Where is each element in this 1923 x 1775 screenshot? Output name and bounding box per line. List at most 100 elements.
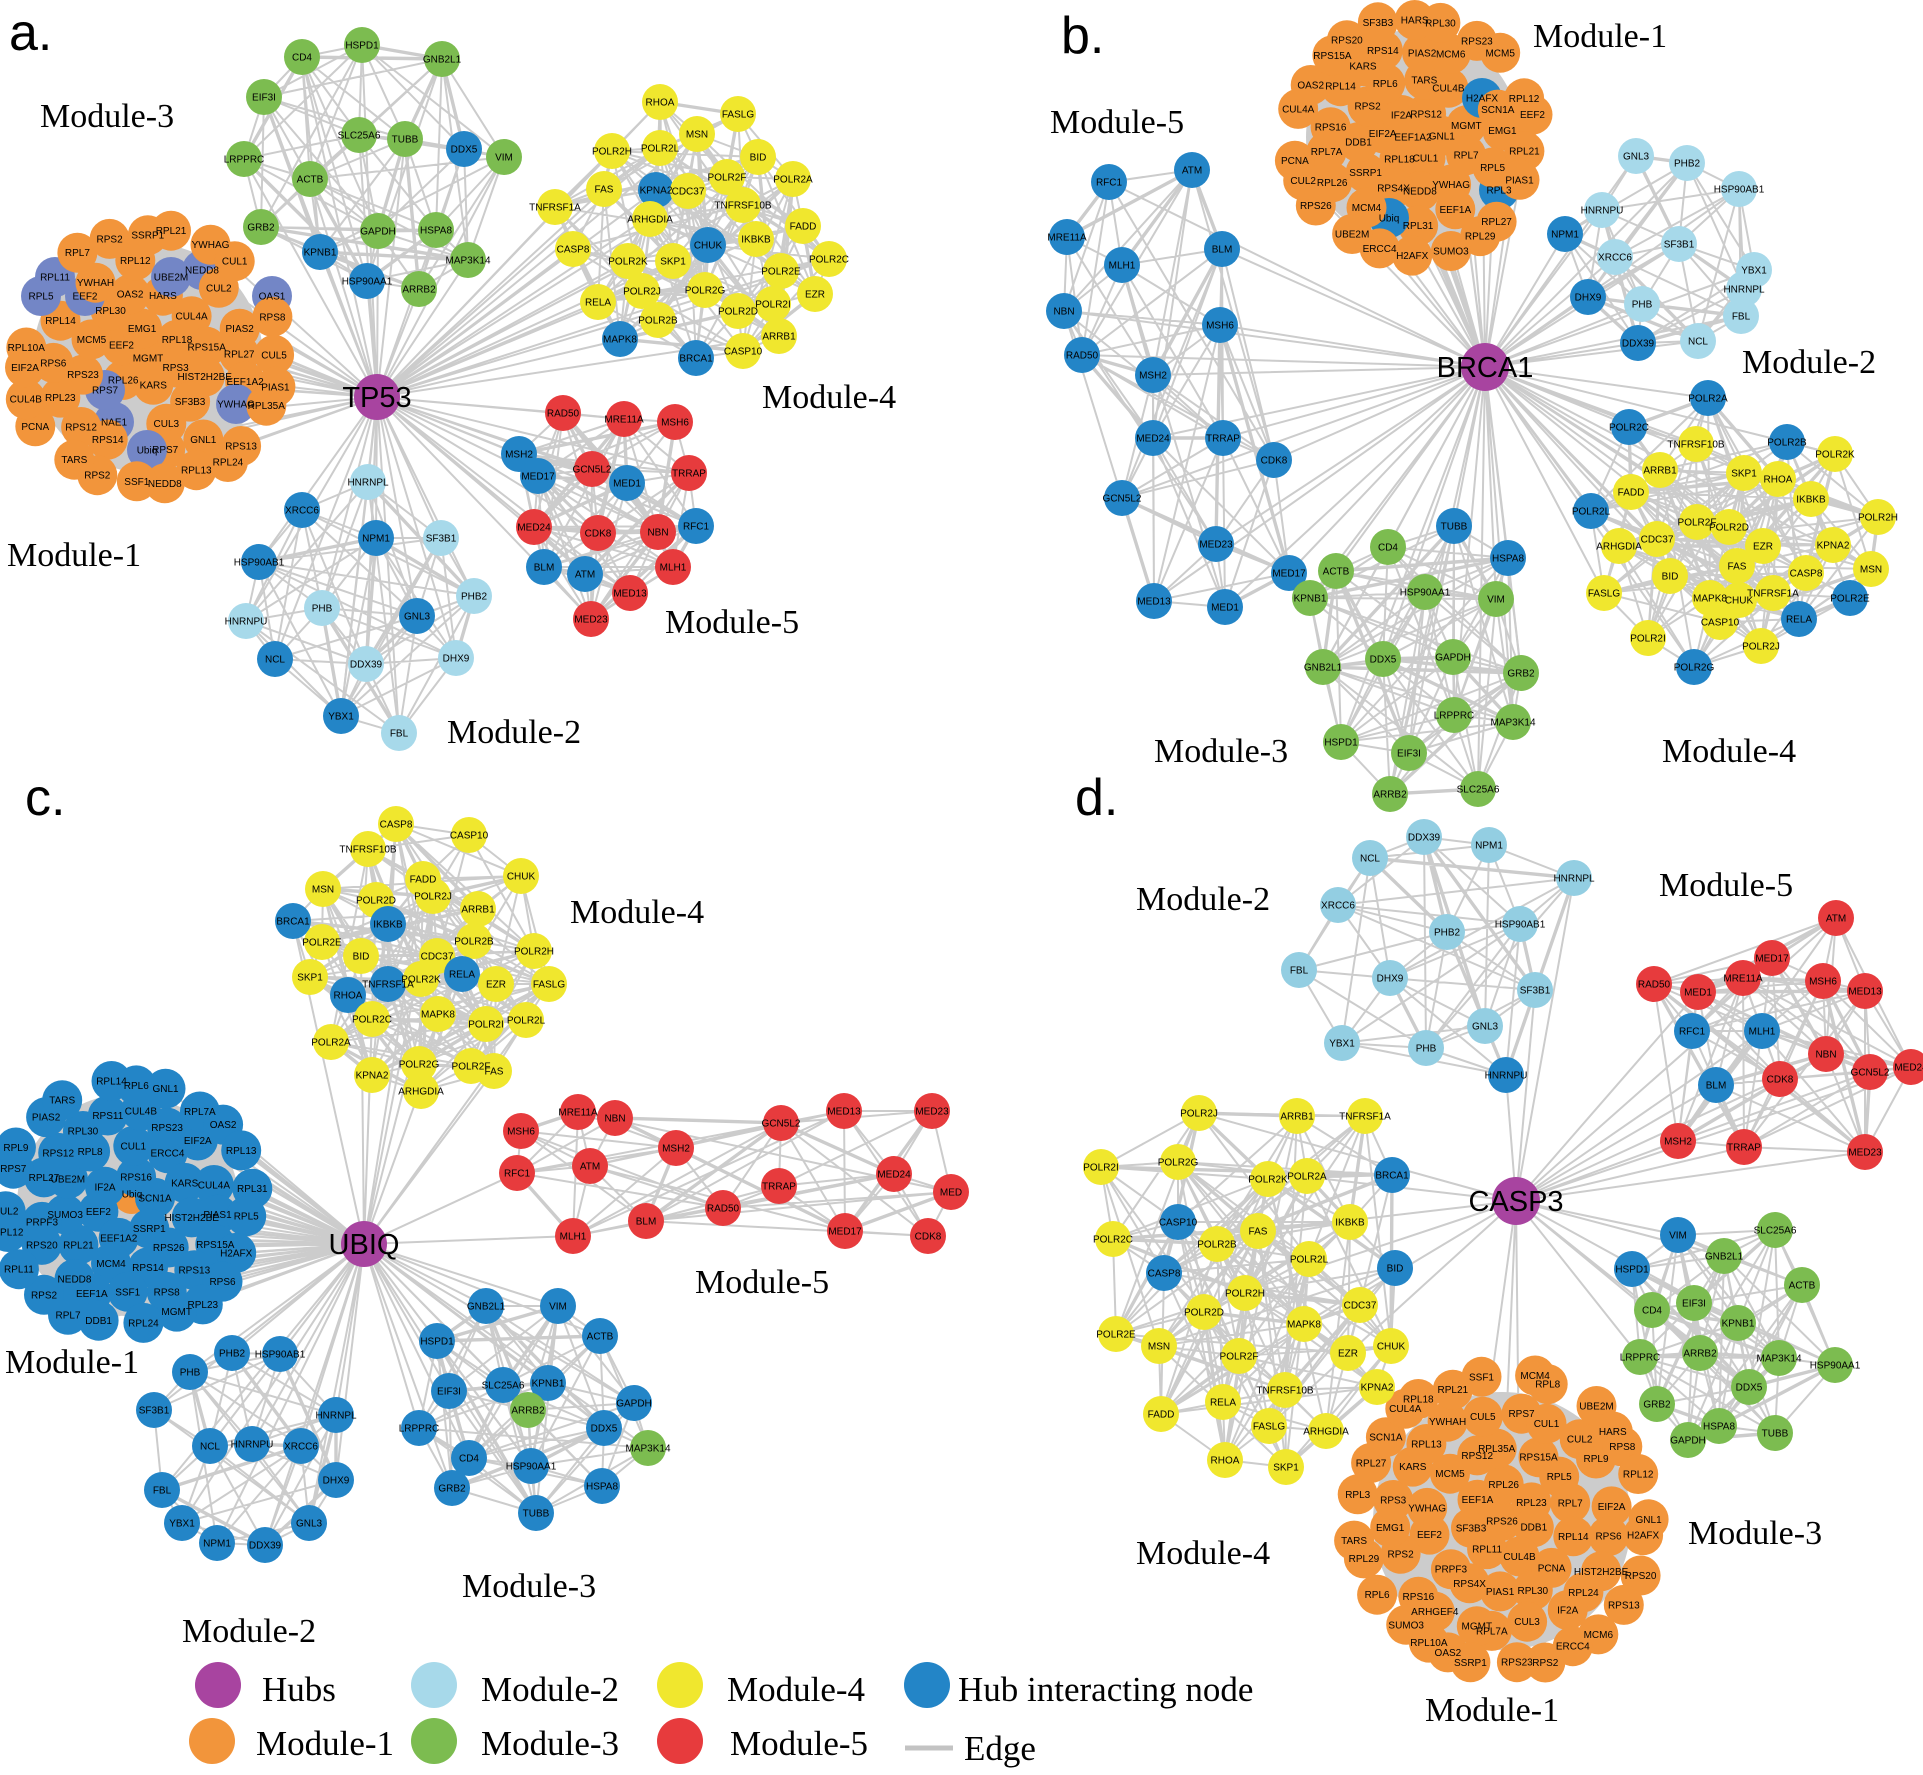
svg-text:RPL21: RPL21 — [156, 226, 187, 237]
svg-text:POLR2B: POLR2B — [1767, 438, 1807, 449]
svg-text:RHOA: RHOA — [1211, 1456, 1240, 1467]
svg-text:HNRNPL: HNRNPL — [315, 1411, 357, 1422]
svg-text:ARHGDIA: ARHGDIA — [1303, 1427, 1349, 1438]
svg-text:Module-1: Module-1 — [1533, 18, 1667, 55]
svg-text:DDX39: DDX39 — [1408, 833, 1441, 844]
svg-text:BRCA1: BRCA1 — [1437, 352, 1534, 384]
svg-text:POLR2H: POLR2H — [514, 947, 554, 958]
svg-text:RPL3: RPL3 — [1345, 1490, 1370, 1501]
svg-text:RPL13: RPL13 — [1411, 1440, 1442, 1451]
svg-text:POLR2G: POLR2G — [399, 1060, 440, 1071]
svg-text:CUL1: CUL1 — [121, 1142, 147, 1153]
svg-text:Module-4: Module-4 — [570, 894, 704, 931]
svg-text:MSH2: MSH2 — [1664, 1137, 1692, 1148]
svg-text:CUL4B: CUL4B — [10, 395, 43, 406]
svg-text:RFC1: RFC1 — [1679, 1027, 1706, 1038]
svg-text:ATM: ATM — [575, 570, 595, 581]
svg-text:OAS2: OAS2 — [117, 290, 144, 301]
svg-text:GNL1: GNL1 — [152, 1084, 179, 1095]
svg-text:RPL30: RPL30 — [68, 1127, 99, 1138]
svg-text:MAPK8: MAPK8 — [603, 335, 637, 346]
svg-text:RPL12: RPL12 — [120, 256, 151, 267]
svg-text:Module-3: Module-3 — [481, 1724, 619, 1763]
svg-text:HSPD1: HSPD1 — [345, 41, 379, 52]
svg-text:a.: a. — [9, 4, 52, 62]
svg-text:ARRB2: ARRB2 — [511, 1406, 545, 1417]
svg-text:DDX5: DDX5 — [591, 1424, 618, 1435]
svg-text:MED1: MED1 — [613, 479, 641, 490]
svg-text:RELA: RELA — [449, 970, 475, 981]
svg-text:ARHGDIA: ARHGDIA — [1596, 542, 1642, 553]
svg-text:RPS13: RPS13 — [178, 1266, 210, 1277]
svg-text:EEF1A2: EEF1A2 — [1394, 133, 1432, 144]
svg-text:CD4: CD4 — [1378, 543, 1398, 554]
svg-text:HNRNPU: HNRNPU — [1581, 206, 1624, 217]
svg-text:IF2A: IF2A — [1391, 111, 1412, 122]
svg-text:RPL7: RPL7 — [55, 1310, 80, 1321]
svg-text:EIF2A: EIF2A — [1598, 1502, 1626, 1513]
svg-text:KPNB1: KPNB1 — [304, 248, 337, 259]
svg-text:Module-2: Module-2 — [1742, 344, 1876, 381]
svg-text:POLR2F: POLR2F — [708, 173, 747, 184]
svg-text:FAS: FAS — [1728, 562, 1747, 573]
svg-text:RPL14: RPL14 — [45, 316, 76, 327]
svg-text:HSP90AA1: HSP90AA1 — [1400, 588, 1451, 599]
svg-text:POLR2A: POLR2A — [1287, 1172, 1327, 1183]
svg-text:MED24: MED24 — [517, 523, 551, 534]
svg-text:NPM1: NPM1 — [1475, 841, 1503, 852]
svg-text:POLR2I: POLR2I — [468, 1020, 504, 1031]
svg-text:RFC1: RFC1 — [504, 1169, 531, 1180]
svg-text:HNRNPL: HNRNPL — [1723, 285, 1765, 296]
svg-text:KPNA2: KPNA2 — [356, 1071, 389, 1082]
svg-text:RPL7A: RPL7A — [1476, 1626, 1508, 1637]
svg-text:MED13: MED13 — [613, 589, 647, 600]
svg-text:CUL2: CUL2 — [206, 283, 232, 294]
svg-text:SKP1: SKP1 — [660, 257, 686, 268]
svg-text:POLR2D: POLR2D — [356, 896, 396, 907]
svg-text:RPS15A: RPS15A — [188, 342, 227, 353]
svg-text:KARS: KARS — [140, 380, 168, 391]
svg-text:MCM5: MCM5 — [77, 335, 107, 346]
svg-text:ATM: ATM — [1826, 914, 1846, 925]
svg-text:HNRNPU: HNRNPU — [1485, 1071, 1528, 1082]
svg-text:RPS26: RPS26 — [1486, 1517, 1518, 1528]
svg-text:IKBKB: IKBKB — [373, 920, 403, 931]
svg-text:SF3B3: SF3B3 — [175, 397, 206, 408]
svg-text:RPS4X: RPS4X — [1453, 1579, 1486, 1590]
svg-text:PIAS1: PIAS1 — [1505, 175, 1534, 186]
svg-text:POLR2B: POLR2B — [1197, 1240, 1237, 1251]
svg-text:RPL12: RPL12 — [1623, 1470, 1654, 1481]
svg-text:GNB2L1: GNB2L1 — [1705, 1252, 1744, 1263]
svg-text:Module-3: Module-3 — [40, 98, 174, 135]
svg-text:RPL29: RPL29 — [1465, 232, 1496, 243]
svg-text:GRB2: GRB2 — [1643, 1400, 1671, 1411]
svg-text:MGMT: MGMT — [161, 1307, 192, 1318]
svg-text:CUL1: CUL1 — [222, 257, 248, 268]
svg-text:RPL5: RPL5 — [1547, 1472, 1572, 1483]
svg-text:HNRNPU: HNRNPU — [231, 1440, 274, 1451]
svg-text:ERCC4: ERCC4 — [1363, 244, 1397, 255]
svg-text:POLR2E: POLR2E — [302, 938, 342, 949]
svg-text:POLR2F: POLR2F — [1220, 1352, 1259, 1363]
svg-text:POLR2I: POLR2I — [755, 300, 791, 311]
svg-text:HNRNPL: HNRNPL — [1553, 874, 1595, 885]
svg-text:ACTB: ACTB — [587, 1332, 614, 1343]
svg-text:Hubs: Hubs — [262, 1670, 336, 1709]
svg-text:RPS23: RPS23 — [151, 1123, 183, 1134]
svg-text:CD4: CD4 — [459, 1454, 479, 1465]
svg-text:NPM1: NPM1 — [203, 1539, 231, 1550]
svg-text:TUBB: TUBB — [1441, 522, 1468, 533]
svg-text:RPS16: RPS16 — [1315, 123, 1347, 134]
svg-text:CASP8: CASP8 — [1790, 569, 1823, 580]
svg-text:HSPA8: HSPA8 — [586, 1482, 618, 1493]
svg-text:NCL: NCL — [1688, 337, 1708, 348]
svg-text:EZR: EZR — [1338, 1349, 1358, 1360]
svg-text:POLR2K: POLR2K — [1815, 450, 1855, 461]
svg-text:TRRAP: TRRAP — [672, 469, 706, 480]
svg-text:CUL4A: CUL4A — [198, 1181, 231, 1192]
svg-text:RPL5: RPL5 — [28, 292, 53, 303]
svg-text:RPL27: RPL27 — [1356, 1458, 1387, 1469]
svg-text:RPL11: RPL11 — [1472, 1545, 1502, 1556]
svg-text:LRPPRC: LRPPRC — [224, 155, 265, 166]
svg-text:FBL: FBL — [153, 1486, 172, 1497]
